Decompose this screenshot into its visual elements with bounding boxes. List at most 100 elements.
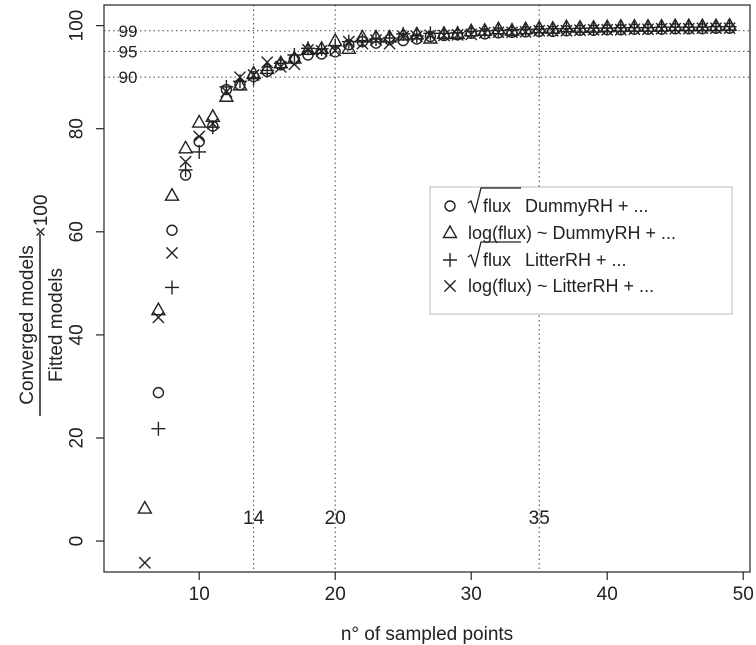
data-point-triangle bbox=[286, 50, 303, 64]
data-point-cross bbox=[383, 37, 396, 50]
data-point-plus bbox=[654, 20, 669, 35]
axes: 10 20 30 40 50 0 20 40 60 80 100 bbox=[67, 10, 754, 605]
data-point-cross bbox=[669, 22, 682, 35]
data-point-cross bbox=[138, 556, 151, 569]
data-point-plus bbox=[301, 41, 315, 56]
data-point-circle bbox=[166, 224, 178, 236]
x-axis-label: n° of sampled points bbox=[341, 624, 513, 645]
data-point-cross bbox=[546, 24, 559, 37]
data-point-plus bbox=[178, 162, 193, 177]
data-point-plus bbox=[613, 20, 628, 35]
data-point-cross bbox=[492, 26, 505, 39]
data-point-cross bbox=[356, 37, 369, 50]
y-axis-multiplier: ×100 bbox=[31, 195, 52, 238]
data-point-plus bbox=[641, 20, 655, 35]
data-point-cross bbox=[560, 24, 573, 37]
y-axis-title: Converged models Fitted models ×100 bbox=[17, 195, 67, 416]
data-point-cross bbox=[573, 24, 587, 37]
data-points bbox=[137, 17, 738, 569]
y-tick-label: 0 bbox=[67, 536, 88, 547]
data-point-plus bbox=[668, 20, 683, 35]
data-point-cross bbox=[193, 130, 206, 143]
legend-label: DummyRH + ... bbox=[520, 196, 649, 216]
data-point-plus bbox=[314, 41, 329, 56]
data-point-plus bbox=[151, 421, 166, 436]
data-point-plus bbox=[423, 26, 438, 41]
data-point-cross bbox=[165, 246, 179, 260]
data-point-plus bbox=[545, 21, 560, 36]
data-point-cross bbox=[437, 29, 451, 42]
data-point-circle bbox=[152, 386, 165, 399]
data-point-cross bbox=[342, 35, 355, 48]
series-plus bbox=[151, 19, 737, 436]
data-point-cross bbox=[410, 30, 423, 43]
data-point-plus bbox=[464, 24, 479, 39]
legend-box bbox=[429, 186, 733, 315]
horizontal-reference-label: 99 bbox=[119, 22, 138, 41]
vertical-reference-label: 14 bbox=[243, 508, 265, 529]
legend-entry: log(flux) ~ DummyRH + ... bbox=[442, 223, 676, 243]
data-point-plus bbox=[505, 22, 519, 37]
data-point-plus bbox=[491, 23, 506, 38]
data-point-triangle bbox=[232, 76, 248, 91]
x-tick-label: 20 bbox=[325, 584, 346, 605]
horizontal-reference-label: 95 bbox=[119, 42, 138, 61]
data-point-cross bbox=[261, 56, 274, 69]
data-point-cross bbox=[465, 28, 478, 41]
data-point-cross bbox=[179, 155, 192, 168]
data-point-plus bbox=[722, 19, 737, 34]
data-point-plus bbox=[681, 20, 696, 35]
legend-label: LitterRH + ... bbox=[520, 250, 627, 270]
data-point-cross bbox=[709, 22, 723, 35]
data-point-plus bbox=[627, 20, 642, 35]
x-tick-label: 30 bbox=[461, 584, 482, 605]
data-point-triangle bbox=[164, 187, 180, 201]
data-point-plus bbox=[369, 32, 383, 47]
data-point-plus bbox=[273, 56, 288, 71]
data-point-cross bbox=[451, 28, 464, 41]
data-point-cross bbox=[369, 33, 383, 47]
data-point-cross bbox=[601, 23, 614, 36]
legend-radicand: flux bbox=[483, 250, 511, 270]
data-point-plus bbox=[287, 47, 302, 62]
data-point-cross bbox=[301, 43, 315, 56]
data-point-cross bbox=[397, 30, 410, 43]
legend-marker-plus bbox=[443, 253, 457, 267]
data-point-cross bbox=[315, 44, 328, 57]
data-point-cross bbox=[233, 71, 247, 84]
horizontal-reference-label: 90 bbox=[119, 68, 138, 87]
data-point-plus bbox=[165, 280, 179, 295]
legend-entry: log(flux) ~ LitterRH + ... bbox=[443, 276, 654, 296]
legend-label: log(flux) ~ DummyRH + ... bbox=[468, 223, 676, 243]
data-point-plus bbox=[518, 22, 533, 37]
data-point-plus bbox=[477, 23, 492, 38]
data-point-plus bbox=[355, 33, 370, 48]
legend-entry: flux LitterRH + ... bbox=[443, 241, 627, 270]
x-axis-title: n° of sampled points bbox=[341, 624, 513, 645]
y-tick-label: 20 bbox=[67, 427, 88, 448]
data-point-triangle bbox=[422, 30, 439, 44]
data-point-plus bbox=[396, 26, 411, 41]
data-point-plus bbox=[205, 120, 220, 135]
data-point-cross bbox=[641, 23, 655, 36]
data-point-plus bbox=[573, 21, 587, 36]
data-point-cross bbox=[288, 58, 301, 71]
data-point-plus bbox=[532, 22, 547, 37]
data-point-plus bbox=[437, 26, 451, 41]
data-point-triangle bbox=[341, 40, 357, 55]
y-tick-label: 60 bbox=[67, 221, 88, 242]
data-point-plus bbox=[192, 144, 207, 159]
data-point-cross bbox=[655, 22, 668, 35]
y-axis-denominator: Fitted models bbox=[46, 268, 67, 382]
data-point-cross bbox=[519, 25, 532, 38]
y-tick-label: 80 bbox=[67, 118, 88, 139]
data-point-cross bbox=[220, 85, 233, 98]
data-point-cross bbox=[329, 44, 342, 57]
legend-radical-sign bbox=[467, 187, 521, 215]
legend: flux DummyRH + ... log(flux) ~ DummyRH + … bbox=[429, 186, 733, 315]
data-point-plus bbox=[260, 63, 275, 78]
data-point-plus bbox=[246, 71, 261, 86]
legend-marker-cross bbox=[443, 279, 457, 293]
y-tick-label: 100 bbox=[67, 10, 88, 42]
